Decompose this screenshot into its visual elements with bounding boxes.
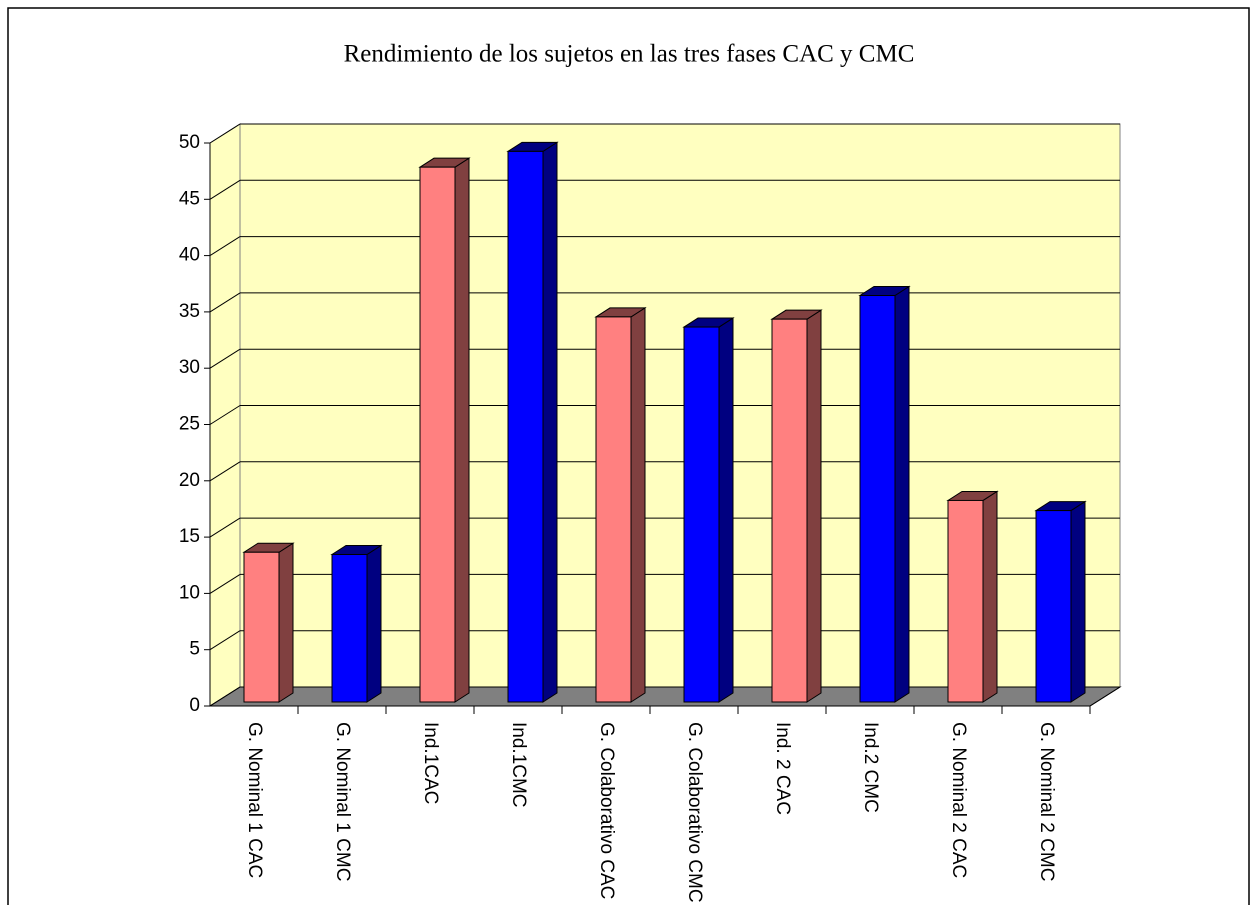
x-tick-label: Ind.1CMC: [508, 722, 529, 808]
bar-side: [454, 157, 470, 703]
grid-line: [209, 573, 241, 594]
y-tick-label: 5: [189, 639, 200, 660]
bar: [771, 318, 808, 703]
bar-side: [718, 317, 734, 703]
floor-edge: [1089, 686, 1121, 707]
grid-line: [209, 179, 241, 200]
bar: [1035, 510, 1072, 703]
bar: [243, 551, 280, 703]
bar-side: [1070, 500, 1086, 703]
x-tick-label: G. Nominal 1 CAC: [244, 722, 265, 878]
y-tick-label: 25: [179, 414, 200, 435]
bar: [947, 499, 984, 703]
bar-side: [630, 306, 646, 703]
grid-line: [209, 461, 241, 482]
x-tick-label: G. Nominal 2 CMC: [1036, 722, 1057, 881]
bar: [683, 326, 720, 703]
bar: [507, 150, 544, 703]
x-tick-label: Ind.1CAC: [420, 722, 441, 804]
grid-line: [209, 123, 241, 144]
x-tick-label: G. Nominal 1 CMC: [332, 722, 353, 881]
bar: [419, 166, 456, 703]
bar: [595, 316, 632, 703]
bar-side: [894, 285, 910, 703]
y-tick-label: 0: [189, 695, 200, 716]
bar-side: [542, 141, 558, 703]
grid-line: [209, 236, 241, 257]
bar-side: [982, 490, 998, 703]
y-tick-label: 20: [179, 470, 200, 491]
grid-line: [209, 292, 241, 313]
y-tick-label: 15: [179, 526, 200, 547]
bar: [859, 295, 896, 703]
y-tick-label: 40: [179, 245, 200, 266]
bar-side: [806, 309, 822, 703]
y-tick-label: 30: [179, 357, 200, 378]
y-tick-label: 10: [179, 582, 200, 603]
bar: [331, 553, 368, 703]
grid-line: [209, 630, 241, 651]
x-tick-label: G. Nominal 2 CAC: [948, 722, 969, 878]
x-tick-label: Ind. 2 CAC: [772, 722, 793, 815]
chart-title: Rendimiento de los sujetos en las tres f…: [344, 41, 915, 68]
x-tick-label: G. Colaborativo CMC: [684, 722, 705, 903]
grid-line: [209, 686, 241, 707]
bar-side: [366, 544, 382, 703]
x-tick-label: G. Colaborativo CAC: [596, 722, 617, 899]
bar-side: [278, 542, 294, 703]
x-tick-label: Ind.2 CMC: [860, 722, 881, 813]
y-tick-label: 50: [179, 132, 200, 153]
y-tick-label: 45: [179, 188, 200, 209]
grid-line: [209, 405, 241, 425]
y-tick-label: 35: [179, 301, 200, 322]
grid-line: [209, 348, 241, 369]
grid-line: [209, 517, 241, 538]
